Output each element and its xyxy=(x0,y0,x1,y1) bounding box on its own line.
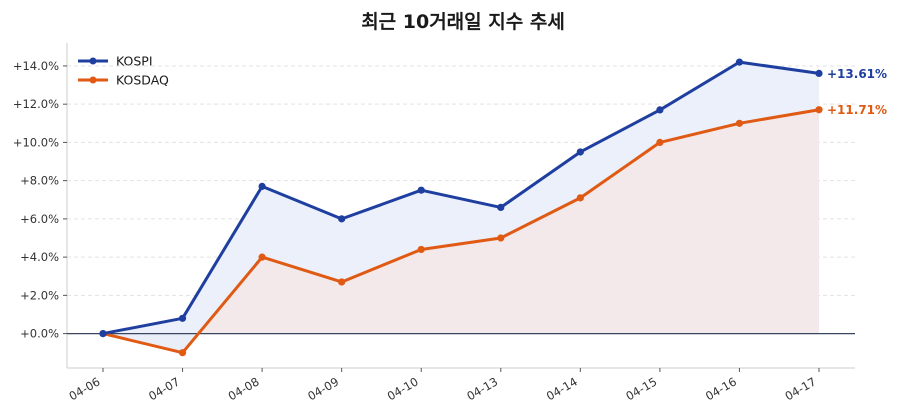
y-tick-label-6: +12.0% xyxy=(13,97,59,111)
data-point-kosdaq-04-07 xyxy=(178,349,187,357)
data-point-kosdaq-04-14 xyxy=(576,194,584,202)
y-tick-label-2: +4.0% xyxy=(20,250,59,264)
y-tick-label-7: +14.0% xyxy=(13,59,59,73)
legend-marker-kosdaq xyxy=(89,76,97,84)
y-tick-label-4: +8.0% xyxy=(20,174,59,188)
series-line-kospi xyxy=(101,60,821,336)
data-point-kosdaq-04-17 xyxy=(815,106,823,114)
legend-marker-kospi xyxy=(89,57,97,65)
data-point-kospi-04-09 xyxy=(338,215,346,223)
legend-item-kospi: KOSPI xyxy=(78,54,153,69)
x-tick-label-04-07: 04-07 xyxy=(146,374,182,403)
data-point-kosdaq-04-16 xyxy=(735,119,744,127)
data-point-kospi-04-10 xyxy=(417,186,425,194)
x-tick-label-04-13: 04-13 xyxy=(464,374,500,403)
data-point-kospi-04-17 xyxy=(815,69,823,77)
y-tick-label-0: +0.0% xyxy=(20,327,59,341)
y-tick-label-1: +2.0% xyxy=(20,288,59,302)
chart-title: 최근 10거래일 지수 추세 xyxy=(361,11,565,33)
data-point-kosdaq-04-09 xyxy=(338,278,346,286)
legend-item-kosdaq: KOSDAQ xyxy=(78,73,169,88)
x-tick-label-04-08: 04-08 xyxy=(226,374,262,403)
legend: KOSPI KOSDAQ xyxy=(78,54,169,88)
x-tick-label-04-15: 04-15 xyxy=(623,374,659,403)
data-point-kospi-04-08 xyxy=(258,182,266,190)
data-point-kospi-04-14 xyxy=(576,148,584,156)
end-label-kospi: +13.61% xyxy=(827,67,887,81)
y-tick-label-3: +6.0% xyxy=(20,212,59,226)
legend-label-kospi: KOSPI xyxy=(116,54,153,69)
series-line-kosdaq xyxy=(101,108,821,355)
x-tick-label-04-10: 04-10 xyxy=(385,374,421,403)
x-tick-label-04-14: 04-14 xyxy=(544,374,580,403)
x-tick-label-04-16: 04-16 xyxy=(703,374,739,403)
data-point-kospi-04-13 xyxy=(497,203,505,212)
plot-area: +0.0% +2.0% +4.0% +6.0% +8.0% +10.0% +12.0% +14… xyxy=(13,43,887,403)
data-point-kosdaq-04-15 xyxy=(656,138,664,147)
x-tick-label-04-06: 04-06 xyxy=(67,374,103,403)
data-point-kospi-04-15 xyxy=(656,106,664,114)
area-fill-kosdaq xyxy=(103,109,819,353)
data-point-kospi-04-16 xyxy=(735,58,744,66)
end-label-kosdaq: +11.71% xyxy=(827,103,887,117)
data-point-kosdaq-04-13 xyxy=(497,234,505,242)
y-tick-label-5: +10.0% xyxy=(13,135,59,149)
legend-label-kosdaq: KOSDAQ xyxy=(116,73,169,88)
data-point-kospi-04-07 xyxy=(178,314,187,322)
x-tick-label-04-17: 04-17 xyxy=(783,374,819,403)
area-fill-kospi xyxy=(103,62,819,353)
data-point-kospi-04-06 xyxy=(99,329,107,338)
x-tick-label-04-09: 04-09 xyxy=(305,374,341,403)
data-point-kosdaq-04-10 xyxy=(417,245,425,254)
data-point-kosdaq-04-08 xyxy=(258,253,266,261)
